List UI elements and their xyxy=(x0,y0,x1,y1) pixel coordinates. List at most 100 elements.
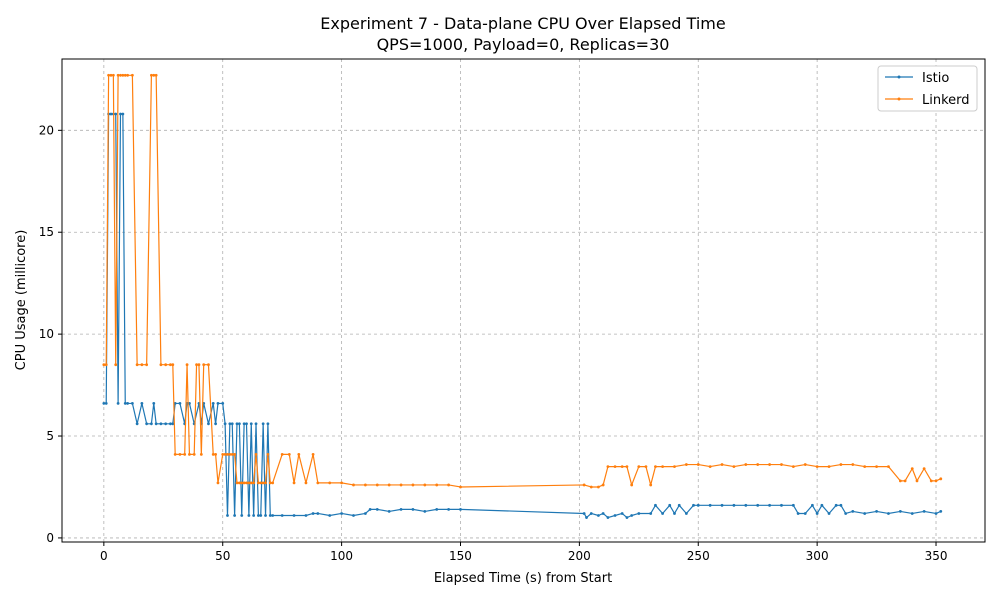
data-point-istio xyxy=(207,422,210,426)
data-point-linkerd xyxy=(910,467,914,471)
data-point-linkerd xyxy=(226,452,229,456)
data-point-linkerd xyxy=(207,363,210,367)
data-point-linkerd xyxy=(145,363,149,367)
data-point-istio xyxy=(316,512,320,515)
data-point-istio xyxy=(677,503,681,507)
data-point-linkerd xyxy=(171,363,175,367)
data-point-istio xyxy=(150,422,153,426)
data-point-istio xyxy=(684,512,688,515)
data-point-linkerd xyxy=(164,363,168,367)
data-point-istio xyxy=(375,507,379,511)
legend-label-linkerd: Linkerd xyxy=(922,93,970,108)
data-point-istio xyxy=(140,402,144,405)
data-point-istio xyxy=(188,402,191,405)
data-point-istio xyxy=(214,422,218,426)
data-point-istio xyxy=(252,514,256,517)
data-point-linkerd xyxy=(644,465,648,468)
data-point-istio xyxy=(328,514,332,517)
data-point-istio xyxy=(171,422,175,426)
chart-title: Experiment 7 - Data-plane CPU Over Elaps… xyxy=(320,14,725,33)
data-point-linkerd xyxy=(221,452,225,456)
data-point-istio xyxy=(435,507,439,511)
data-point-linkerd xyxy=(102,363,106,367)
data-point-istio xyxy=(844,512,848,515)
data-point-linkerd xyxy=(423,483,427,487)
data-point-istio xyxy=(922,510,926,513)
data-point-istio xyxy=(152,402,156,405)
data-point-istio xyxy=(732,503,736,507)
data-point-linkerd xyxy=(268,481,272,485)
data-point-linkerd xyxy=(199,452,203,456)
y-tick-label: 10 xyxy=(39,327,54,341)
data-point-istio xyxy=(898,510,902,513)
data-point-istio xyxy=(154,422,158,426)
data-point-istio xyxy=(242,422,246,426)
data-point-linkerd xyxy=(447,483,450,487)
data-point-linkerd xyxy=(256,481,260,485)
data-point-istio xyxy=(173,402,177,405)
y-tick-label: 0 xyxy=(46,531,54,545)
data-point-linkerd xyxy=(673,465,676,468)
grid-lines xyxy=(62,59,985,542)
data-point-linkerd xyxy=(152,73,156,77)
data-point-linkerd xyxy=(154,73,158,77)
data-point-linkerd xyxy=(654,465,657,468)
data-point-istio xyxy=(720,503,724,507)
y-tick-label: 5 xyxy=(46,429,54,443)
y-tick-label: 20 xyxy=(39,123,54,137)
data-point-linkerd xyxy=(178,452,182,456)
data-point-istio xyxy=(839,503,843,507)
data-point-istio xyxy=(910,512,914,515)
data-point-istio xyxy=(744,503,748,507)
data-point-linkerd xyxy=(297,452,301,456)
data-point-linkerd xyxy=(266,452,270,456)
data-point-linkerd xyxy=(195,363,198,367)
data-point-linkerd xyxy=(613,465,617,468)
data-point-linkerd xyxy=(235,481,239,485)
data-point-istio xyxy=(261,422,265,426)
data-point-linkerd xyxy=(188,452,191,456)
data-point-linkerd xyxy=(159,363,163,367)
data-point-linkerd xyxy=(216,481,220,485)
data-point-linkerd xyxy=(237,481,241,485)
data-point-istio xyxy=(145,422,149,426)
x-tick-label: 150 xyxy=(449,549,472,563)
data-point-linkerd xyxy=(696,463,700,466)
data-point-istio xyxy=(271,514,275,517)
data-point-linkerd xyxy=(411,483,415,487)
legend-label-istio: Istio xyxy=(922,71,949,86)
data-point-linkerd xyxy=(851,463,855,466)
data-point-istio xyxy=(791,503,795,507)
data-point-linkerd xyxy=(261,481,265,485)
data-point-istio xyxy=(363,512,367,515)
data-point-linkerd xyxy=(863,465,867,468)
data-point-linkerd xyxy=(316,481,320,485)
data-point-istio xyxy=(423,510,427,513)
data-point-linkerd xyxy=(768,463,771,466)
data-point-linkerd xyxy=(915,479,919,483)
data-point-istio xyxy=(237,422,241,426)
data-point-istio xyxy=(620,512,624,515)
data-point-linkerd xyxy=(259,481,263,485)
data-point-linkerd xyxy=(625,465,629,468)
data-point-linkerd xyxy=(929,479,933,483)
data-point-istio xyxy=(268,514,272,517)
data-point-istio xyxy=(803,512,807,515)
data-point-istio xyxy=(820,503,824,507)
data-point-istio xyxy=(708,503,712,507)
data-point-linkerd xyxy=(109,73,113,77)
data-point-istio xyxy=(135,422,139,426)
data-point-istio xyxy=(130,402,134,405)
data-point-istio xyxy=(102,402,106,405)
data-point-istio xyxy=(121,112,125,116)
data-point-linkerd xyxy=(363,483,367,487)
data-point-linkerd xyxy=(589,485,593,489)
data-point-istio xyxy=(226,514,229,517)
chart-subtitle: QPS=1000, Payload=0, Replicas=30 xyxy=(377,35,670,54)
data-point-linkerd xyxy=(126,73,130,77)
legend-marker-istio xyxy=(897,75,901,79)
data-point-linkerd xyxy=(245,481,248,485)
data-point-linkerd xyxy=(242,481,246,485)
data-point-istio xyxy=(368,507,372,511)
